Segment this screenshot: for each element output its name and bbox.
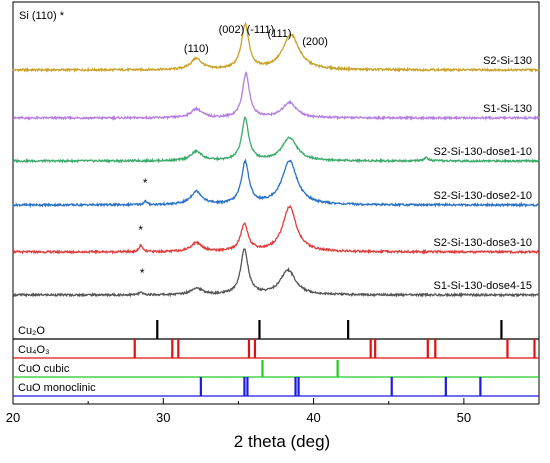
x-tick-label: 40 bbox=[306, 410, 320, 425]
peak-label: (-111) bbox=[247, 24, 275, 36]
series-line bbox=[12, 116, 540, 164]
peak-star-marker: * bbox=[138, 223, 143, 237]
peak-star-marker: * bbox=[140, 266, 145, 280]
reference-layer: Cu₂O Cu₄O₃ CuO cubic CuO monoclinic bbox=[13, 320, 539, 397]
reference-label: CuO monoclinic bbox=[18, 382, 96, 394]
series-label: S1-Si-130-dose4-15 bbox=[434, 280, 532, 292]
peak-label: (200) bbox=[302, 36, 328, 48]
x-tick-label: 30 bbox=[156, 410, 170, 425]
reference-label: CuO cubic bbox=[18, 363, 70, 375]
peak-label: (110) bbox=[184, 43, 209, 55]
series-label: S2-Si-130 bbox=[483, 55, 532, 67]
series-line bbox=[12, 204, 540, 255]
series-line bbox=[12, 158, 540, 209]
plot-area bbox=[12, 1, 540, 405]
reference-label: Cu₄O₃ bbox=[18, 344, 50, 356]
reference-label: Cu₂O bbox=[18, 325, 45, 337]
x-axis-title: 2 theta (deg) bbox=[234, 432, 330, 451]
series-label: S1-Si-130 bbox=[483, 103, 532, 115]
x-tick-label: 50 bbox=[457, 410, 471, 425]
series-line bbox=[12, 248, 540, 299]
series-label: S2-Si-130-dose1-10 bbox=[434, 146, 532, 158]
series-label: S2-Si-130-dose3-10 bbox=[434, 237, 532, 249]
peak-label: (002) bbox=[219, 24, 245, 36]
series-layer: S2-Si-130 S1-Si-130 S2-Si-130-dose1-10 S2-S… bbox=[12, 21, 540, 299]
series-line bbox=[12, 21, 540, 73]
si-note: Si (110) * bbox=[19, 10, 65, 22]
peak-label: (111) bbox=[267, 28, 291, 40]
series-line bbox=[12, 71, 540, 122]
peak-star-marker: * bbox=[143, 176, 148, 190]
x-tick-label: 20 bbox=[6, 410, 20, 425]
plot-border bbox=[12, 1, 540, 405]
series-label: S2-Si-130-dose2-10 bbox=[434, 190, 532, 202]
x-axis: 20 30 40 50 bbox=[6, 398, 540, 425]
